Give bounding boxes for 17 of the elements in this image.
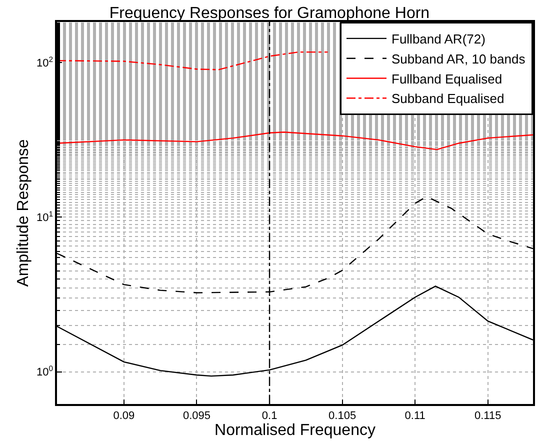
x-tick-label: 0.115 bbox=[474, 410, 502, 422]
x-axis-title: Normalised Frequency bbox=[214, 422, 376, 439]
y-tick-label: 10$^{1}$ bbox=[36, 209, 54, 224]
y-axis-title: Amplitude Response bbox=[14, 139, 32, 287]
legend-label: Fullband Equalised bbox=[392, 71, 502, 86]
x-tick-label: 0.095 bbox=[182, 410, 211, 422]
line-series bbox=[57, 51, 328, 70]
chart-title: Frequency Responses for Gramophone Horn bbox=[109, 4, 430, 22]
x-tick-label: 0.1 bbox=[262, 410, 278, 422]
y-tick-label: 10$^{2}$ bbox=[36, 54, 54, 70]
y-tick-label: 10$^{0}$ bbox=[36, 364, 54, 379]
x-tick-label: 0.105 bbox=[328, 410, 356, 422]
x-tick-label: 0.09 bbox=[113, 410, 135, 422]
legend-label: Subband AR, 10 bands bbox=[392, 51, 526, 66]
legend-label: Subband Equalised bbox=[392, 91, 504, 106]
legend-label: Fullband AR(72) bbox=[392, 32, 486, 47]
x-tick-label: 0.11 bbox=[404, 410, 426, 422]
